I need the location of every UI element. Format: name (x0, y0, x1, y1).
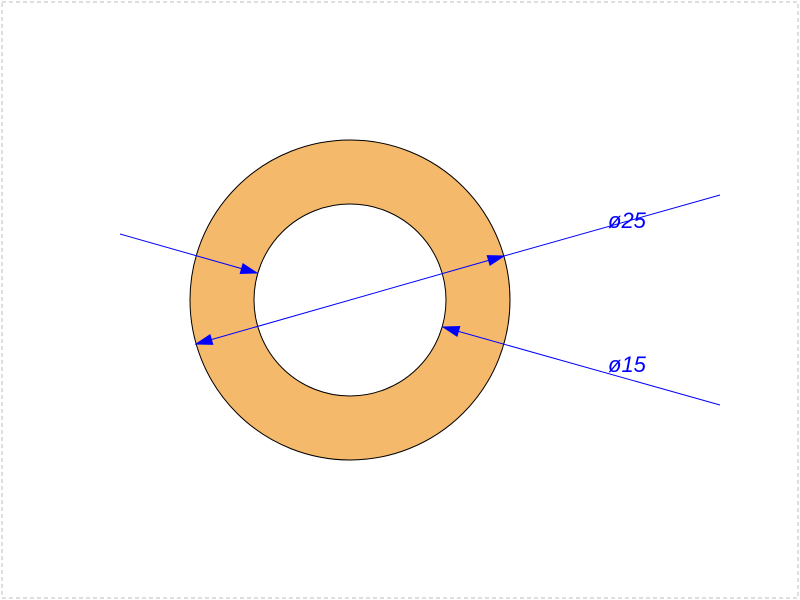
dimension-inner-label: ø15 (608, 352, 647, 377)
frame-border (2, 2, 798, 598)
dimension-outer-label: ø25 (608, 208, 647, 233)
